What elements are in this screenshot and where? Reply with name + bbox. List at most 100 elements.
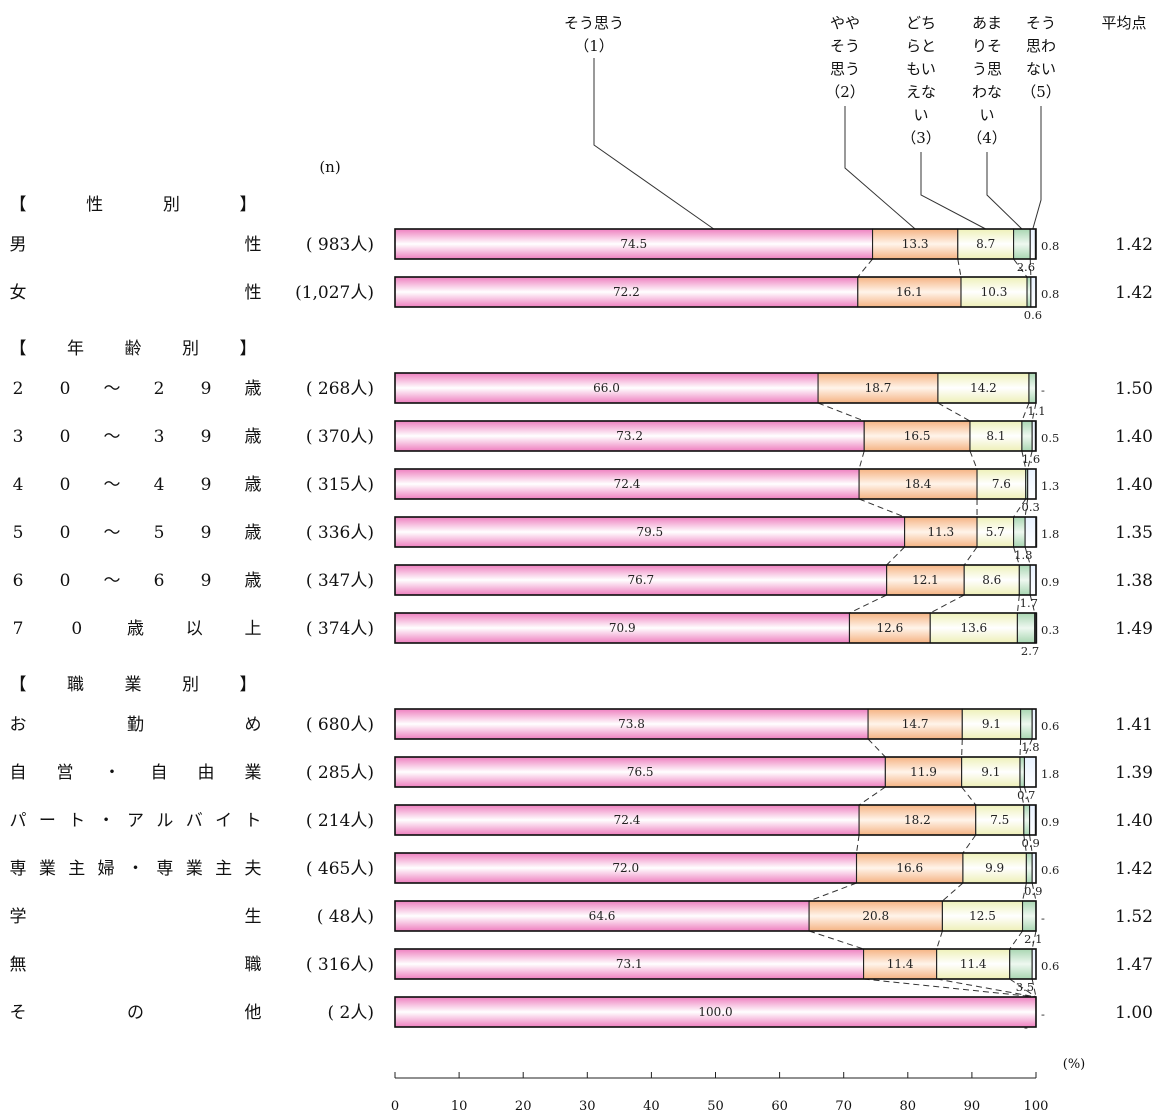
value-label-5: 0.8 [1041,287,1059,301]
category-label-char: 5 [154,523,165,543]
value-label-3: 8.6 [982,573,1001,587]
category-label-char: ア [127,811,144,831]
sample-size-label: (1,027人) [295,283,374,303]
category-label-char: 9 [201,475,212,495]
x-tick-label: 50 [707,1099,724,1114]
value-label-5: 1.8 [1041,527,1059,541]
sample-size-label: ( 347人) [306,571,374,591]
value-label-1: 76.7 [627,573,654,587]
connector-line [808,930,864,950]
connector-line [1024,498,1029,518]
sample-size-label: ( 680人) [306,715,374,735]
bar-outline [394,564,1037,596]
group-header-char: 別 [163,195,180,215]
category-label-char: ～ [104,571,121,591]
value-label-3: 9.9 [985,861,1004,875]
category-label-char: バ [186,811,203,831]
value-label-4: 1.1 [1027,404,1045,418]
connector-line [808,882,857,902]
category-label-char: 他 [245,1003,262,1023]
legend: (n)平均点そう思う（1）ややそう思う（2）どちらともいえない（3）あまりそう思… [319,14,1146,176]
x-tick-label: 100 [1024,1099,1049,1114]
connector-line [1009,930,1023,950]
chart-rows: 【性別】男性( 983人) 74.5 13.3 8.72.60.8 1.42女性 (1,0… [10,195,1154,1034]
bar-segment-2 [863,948,938,980]
connector-line [817,402,865,422]
category-label-char: ～ [104,475,121,495]
legend-label-4-line-4: わな [972,83,1002,101]
category-label-char: 主 [215,859,232,879]
legend-label-4-line-6: （4） [967,129,1007,147]
category-label-char: ト [245,811,262,831]
mean-score: 1.38 [1115,571,1153,591]
category-label-char: 3 [154,427,165,447]
row-3-7: そ の 他 ( 2人) 100.0 -- 1.00 [10,996,1153,1034]
category-label-char: 男 [10,235,27,255]
category-label-char: 勤 [127,715,144,735]
connector-line [1021,402,1030,422]
value-label-2: 18.4 [905,477,932,491]
category-label-char: 業 [245,763,262,783]
bar-segment-4 [1021,420,1033,452]
sample-size-label: ( 268人) [306,379,374,399]
legend-label-3-line-4: えな [906,83,936,101]
group-header-char: 業 [125,675,142,695]
connector-line [961,738,963,758]
row-3-4: 専業主婦・専業主夫( 465人) 72.0 16.6 9.90.90.6 1.42 [10,852,1153,898]
category-label-char: 6 [154,571,165,591]
value-label-3: 13.6 [960,621,987,635]
value-label-2: 11.4 [887,957,914,971]
connector-line [1013,498,1027,518]
value-label-4: 0.3 [1022,500,1040,514]
category-label-char: そ [10,1003,27,1023]
mean-score: 1.42 [1115,859,1153,879]
category-label-char: 業 [186,859,203,879]
category-label-char: 性 [245,283,262,303]
bar-segment-4 [1020,708,1033,740]
value-label-3: 8.7 [976,237,995,251]
value-label-2: 18.7 [865,381,892,395]
value-label-1: 74.5 [620,237,647,251]
connector-line [1024,738,1033,758]
group-header-char: 【 [10,195,27,215]
legend-label-5-line-2: 思わ [1026,37,1056,55]
category-label-char: 職 [245,955,262,975]
sample-size-label: ( 983人) [306,235,374,255]
value-label-5: 0.9 [1041,575,1059,589]
category-label-char: 歳 [245,475,262,495]
group-header-3: 【 職 業 別 】 [10,675,257,695]
mean-score: 1.39 [1115,763,1153,783]
category-label-char: 業 [39,859,56,879]
value-label-2: 13.3 [902,237,929,251]
sample-size-label: ( 370人) [306,427,374,447]
category-label-char: 以 [186,619,203,639]
x-tick-label: 70 [835,1099,852,1114]
value-label-1: 73.2 [616,429,643,443]
bar-segment-5 [1029,228,1036,260]
row-3-2: 自 営 ・ 自 由 業 ( 285人) 76.5 11.9 9.1 0.7 1.8 1.39 [10,756,1153,802]
sample-size-label: ( 315人) [306,475,374,495]
value-label-1: 76.5 [627,765,654,779]
value-label-4: 1.8 [1021,740,1039,754]
value-label-4: 0.7 [1017,788,1035,802]
legend-label-3-line-6: （3） [901,129,941,147]
row-2-4: 5 0 ～ 5 9 歳 ( 336人) 79.5 11.3 5.7 1.8 1.8 1.35 [13,516,1153,562]
category-label-char: 自 [10,763,27,783]
connector-line [1023,786,1031,806]
bar-segment-4 [1019,756,1026,788]
category-label-char: の [127,1003,144,1023]
category-label-char: 歳 [245,379,262,399]
value-label-4: 1.8 [1014,548,1032,562]
x-tick-label: 90 [964,1099,981,1114]
connector-line [936,930,943,950]
group-header-1: 【 性 別 】 [10,195,257,215]
category-label-char: 歳 [127,619,144,639]
bar-segment-3 [976,468,1027,500]
connector-line [963,546,978,566]
bar-segment-4 [1009,948,1033,980]
category-label-char: 夫 [245,859,262,879]
category-label-char: ・ [127,859,144,879]
value-label-2: 20.8 [862,909,889,923]
legend-leader-4 [986,152,1023,230]
group-header-char: 】 [240,195,257,215]
